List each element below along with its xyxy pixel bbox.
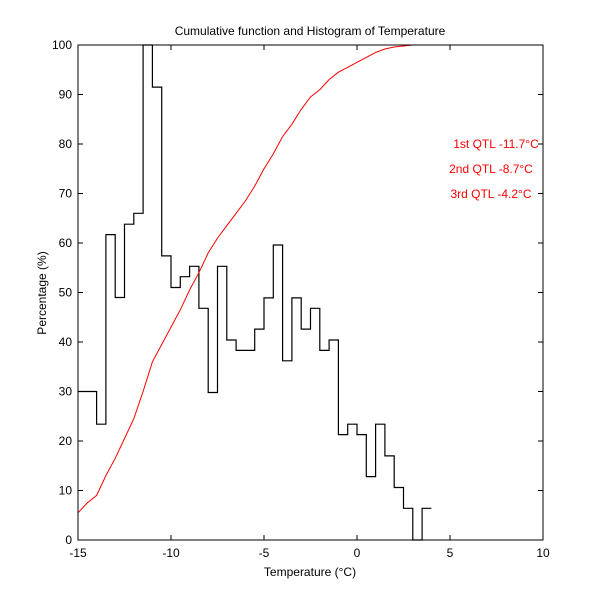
y-tick-label: 50 [59, 286, 73, 300]
y-tick-label: 20 [59, 434, 73, 448]
y-tick-label: 80 [59, 137, 73, 151]
quartile-annotation-2: 2nd QTL -8.7°C [449, 162, 533, 176]
y-tick-label: 30 [59, 385, 73, 399]
x-tick-label: 5 [447, 546, 454, 560]
y-tick-label: 70 [59, 187, 73, 201]
cumulative-series [77, 44, 543, 514]
x-tick-label: -5 [259, 546, 270, 560]
x-tick-label: -15 [69, 546, 87, 560]
x-axis-label: Temperature (°C) [264, 565, 356, 579]
y-tick-label: 40 [59, 335, 73, 349]
plot-area [78, 45, 543, 540]
y-tick-label: 90 [59, 88, 73, 102]
plot-background [78, 45, 543, 540]
chart-title: Cumulative function and Histogram of Tem… [175, 24, 446, 38]
quartile-annotation-1: 1st QTL -11.7°C [453, 137, 539, 151]
y-axis-label: Percentage (%) [35, 251, 49, 334]
y-tick-label: 0 [65, 533, 72, 547]
y-tick-label: 10 [59, 484, 73, 498]
x-tick-label: -10 [162, 546, 180, 560]
quartile-annotation-3: 3rd QTL -4.2°C [450, 187, 531, 201]
y-tick-label: 100 [52, 38, 72, 52]
x-tick-label: 10 [536, 546, 550, 560]
x-tick-label: 0 [354, 546, 361, 560]
y-tick-label: 60 [59, 236, 73, 250]
